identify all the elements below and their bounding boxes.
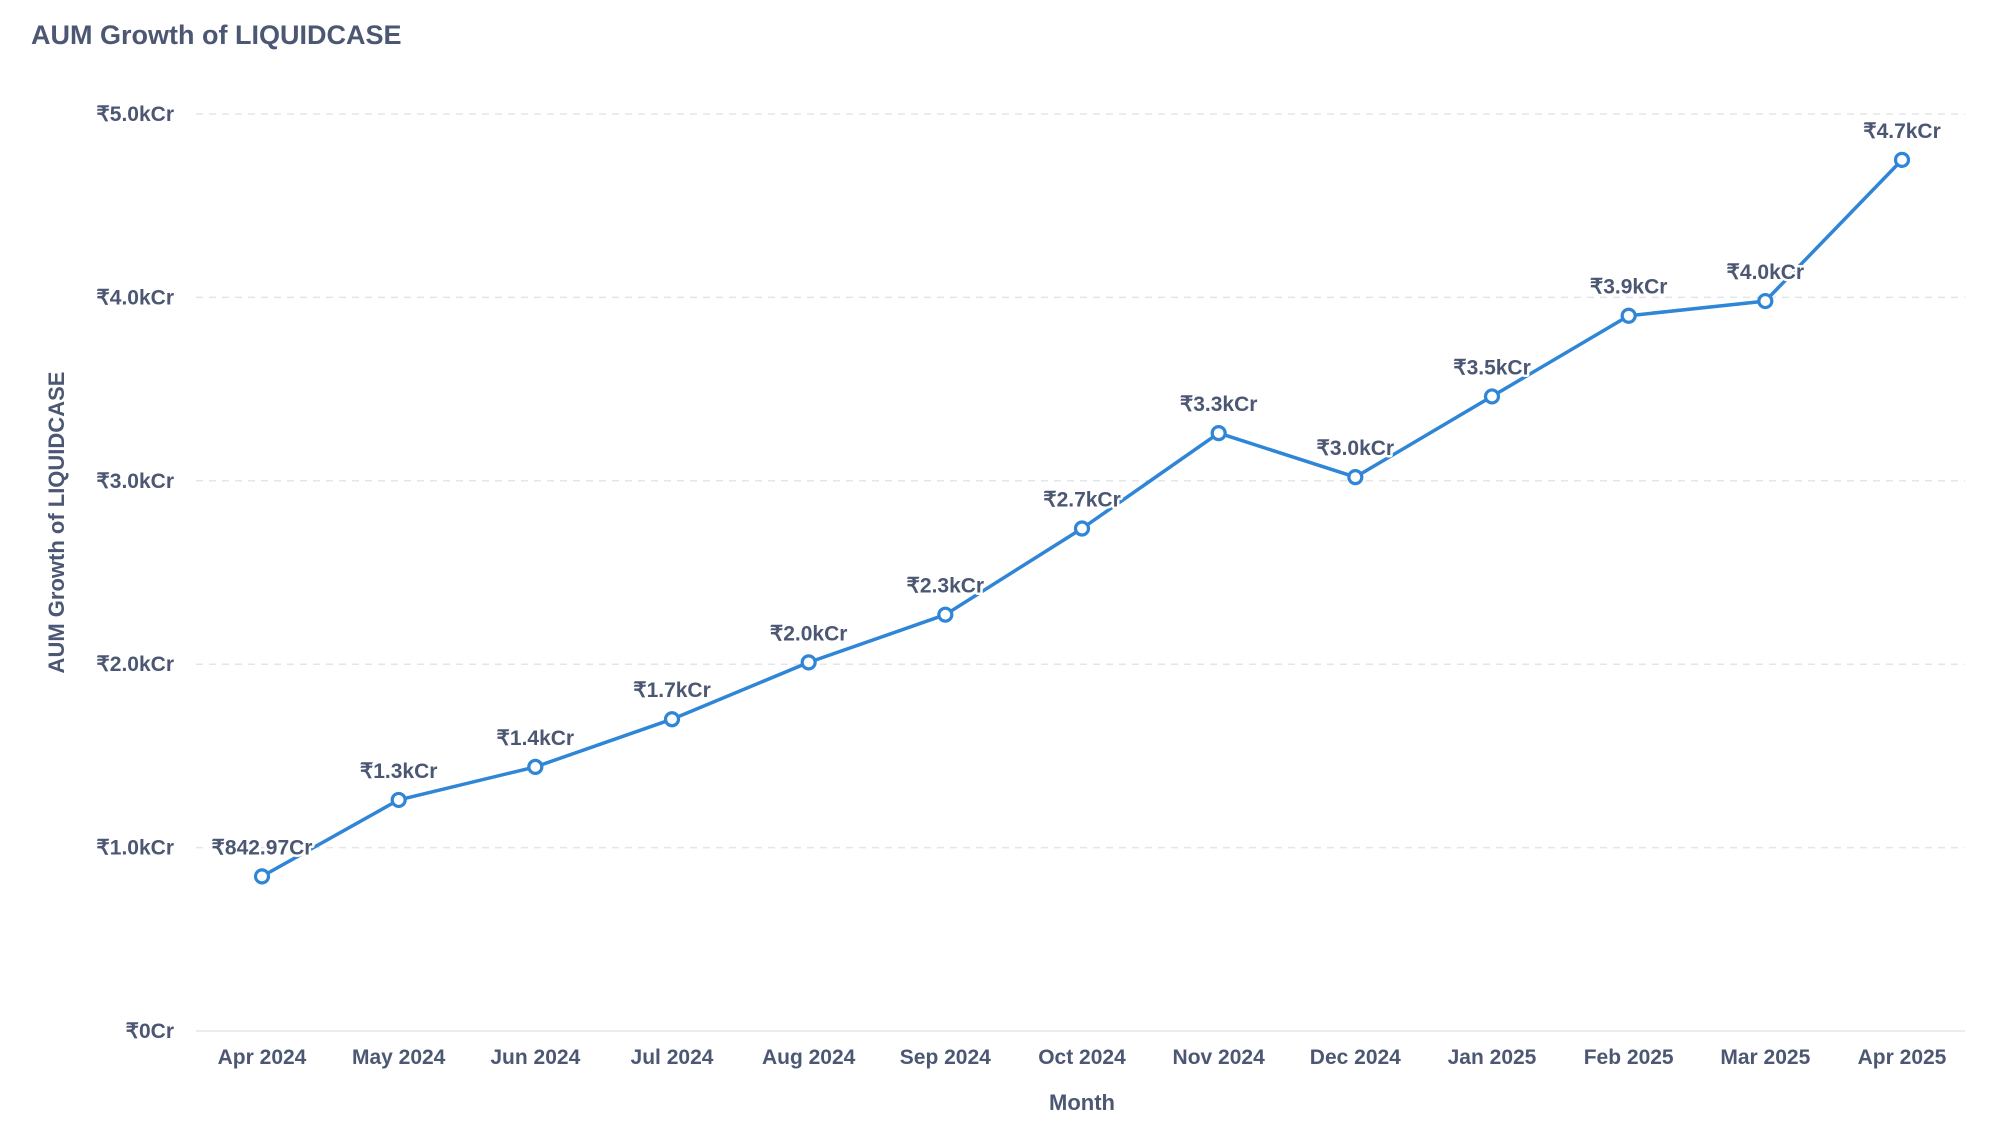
data-point[interactable] xyxy=(1073,520,1091,537)
data-point[interactable] xyxy=(800,654,817,671)
data-label: ₹1.3kCr xyxy=(360,760,438,783)
y-axis-ticks: ₹0Cr ₹1.0kCr ₹2.0kCr ₹3.0kCr ₹4.0kCr ₹5.0kCr xyxy=(96,103,174,1043)
x-tick-label: Jan 2025 xyxy=(1448,1046,1537,1069)
data-point[interactable] xyxy=(663,711,681,728)
data-label: ₹3.9kCr xyxy=(1590,276,1668,299)
x-tick-label: Jun 2024 xyxy=(490,1046,580,1069)
y-axis-title: AUM Growth of LIQUIDCASE xyxy=(44,372,69,674)
data-point[interactable] xyxy=(1620,307,1637,324)
y-tick-label: ₹5.0kCr xyxy=(96,103,174,126)
data-point[interactable] xyxy=(1347,469,1364,486)
x-tick-label: Oct 2024 xyxy=(1038,1046,1126,1069)
data-points xyxy=(253,151,1911,885)
x-tick-label: Jul 2024 xyxy=(631,1046,714,1069)
data-label: ₹4.0kCr xyxy=(1727,261,1805,284)
data-label: ₹2.0kCr xyxy=(770,622,848,645)
y-tick-label: ₹2.0kCr xyxy=(96,653,174,676)
x-tick-label: Apr 2024 xyxy=(218,1046,307,1069)
x-axis-title: Month xyxy=(1049,1090,1115,1115)
data-label: ₹3.3kCr xyxy=(1180,393,1258,416)
data-point[interactable] xyxy=(527,758,544,776)
data-point[interactable] xyxy=(1210,425,1227,442)
x-tick-label: Mar 2025 xyxy=(1720,1046,1810,1069)
data-point[interactable] xyxy=(1757,292,1774,310)
data-point[interactable] xyxy=(1483,388,1501,405)
data-point[interactable] xyxy=(937,606,954,623)
x-tick-label: Feb 2025 xyxy=(1584,1046,1674,1069)
series-line xyxy=(260,158,1904,879)
data-point[interactable] xyxy=(390,791,407,809)
x-tick-label: May 2024 xyxy=(352,1046,446,1069)
data-point[interactable] xyxy=(253,868,271,885)
data-point[interactable] xyxy=(1893,151,1911,168)
x-axis-ticks: Apr 2024 May 2024 Jun 2024 Jul 2024 Aug 2024… xyxy=(218,1046,1947,1069)
data-label: ₹3.5kCr xyxy=(1453,356,1531,379)
chart-title: AUM Growth of LIQUIDCASE xyxy=(31,20,402,50)
data-label: ₹3.0kCr xyxy=(1317,437,1395,460)
data-label: ₹2.7kCr xyxy=(1043,488,1121,511)
x-tick-label: Apr 2025 xyxy=(1858,1046,1947,1069)
y-tick-label: ₹3.0kCr xyxy=(96,470,174,493)
y-tick-label: ₹1.0kCr xyxy=(96,837,174,860)
data-label: ₹4.7kCr xyxy=(1863,120,1941,143)
data-labels: ₹842.97Cr ₹1.3kCr ₹1.4kCr ₹1.7kCr ₹2.0kCr ₹2.… xyxy=(209,117,1943,862)
x-tick-label: Nov 2024 xyxy=(1173,1046,1266,1069)
x-tick-label: Aug 2024 xyxy=(762,1046,856,1069)
data-label: ₹842.97Cr xyxy=(212,836,313,859)
data-label: ₹2.3kCr xyxy=(907,575,985,598)
data-label: ₹1.4kCr xyxy=(497,727,575,750)
y-tick-label: ₹4.0kCr xyxy=(96,286,174,309)
gridlines xyxy=(196,113,1965,1032)
x-tick-label: Sep 2024 xyxy=(900,1046,991,1069)
x-tick-label: Dec 2024 xyxy=(1310,1046,1401,1069)
y-tick-label: ₹0Cr xyxy=(126,1020,174,1043)
series-line-path xyxy=(260,158,1904,879)
data-label: ₹1.7kCr xyxy=(633,679,711,702)
